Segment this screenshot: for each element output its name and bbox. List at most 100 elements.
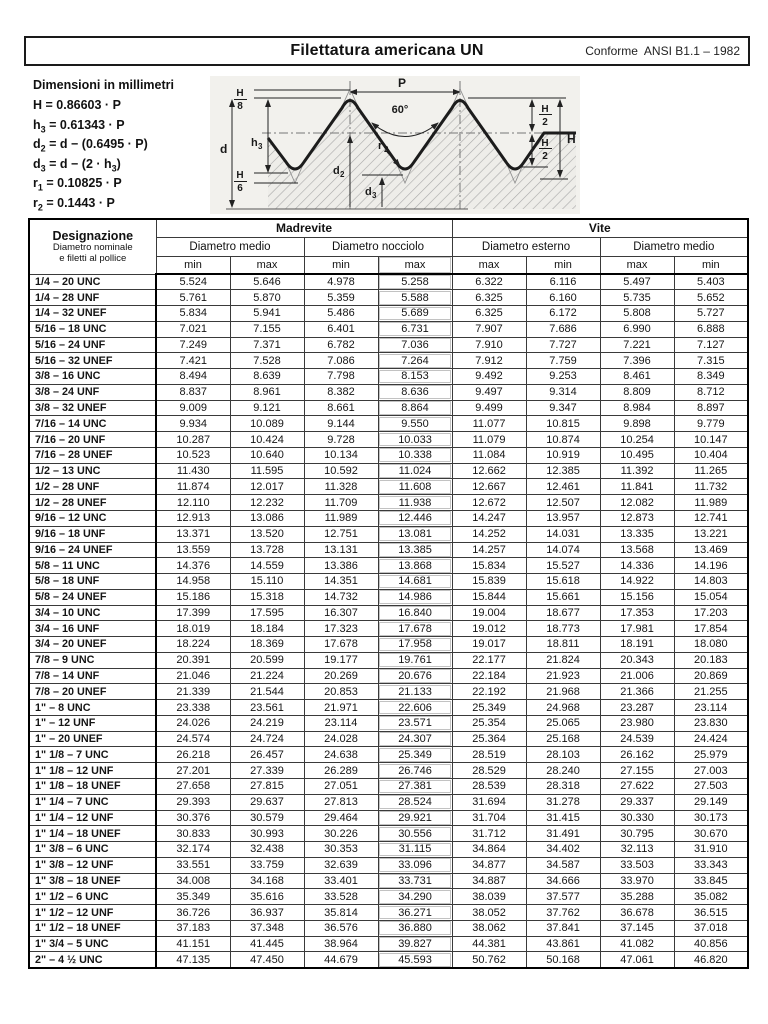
value-cell: 10.033 xyxy=(377,431,453,448)
madrevite-header: Madrevite xyxy=(155,218,453,238)
value-cell: 23.561 xyxy=(229,699,305,716)
value-cell: 14.196 xyxy=(673,557,749,575)
value-cell: 8.984 xyxy=(599,399,675,417)
value-cell: 12.232 xyxy=(229,494,305,511)
value-cell: 39.827 xyxy=(377,935,453,953)
value-cell: 11.874 xyxy=(155,478,231,496)
value-cell: 33.845 xyxy=(673,872,749,890)
value-cell: 13.081 xyxy=(377,525,453,543)
table-row: 1/4 – 28 UNF 5.761 5.870 5.359 5.588 6.325 6.1… xyxy=(28,289,749,307)
value-cell: 12.672 xyxy=(451,494,527,511)
value-cell: 25.354 xyxy=(451,714,527,732)
value-cell: 21.224 xyxy=(229,667,305,685)
value-cell: 33.528 xyxy=(303,888,379,906)
madrevite-nocciolo-header: Diametro nocciolo xyxy=(303,236,453,257)
value-cell: 14.351 xyxy=(303,573,379,590)
table-row: 3/8 – 24 UNF 8.837 8.961 8.382 8.636 9.497 9.3… xyxy=(28,383,749,401)
value-cell: 9.550 xyxy=(377,415,453,433)
value-cell: 31.712 xyxy=(451,825,527,843)
value-cell: 23.287 xyxy=(599,699,675,716)
value-cell: 30.556 xyxy=(377,825,453,843)
minmax-header: min xyxy=(673,255,749,275)
value-cell: 7.086 xyxy=(303,352,379,370)
value-cell: 4.978 xyxy=(303,273,379,291)
value-cell: 7.021 xyxy=(155,320,231,338)
value-cell: 11.328 xyxy=(303,478,379,496)
value-cell: 34.168 xyxy=(229,872,305,890)
thread-designation: 3/4 – 10 UNC xyxy=(28,604,157,622)
value-cell: 6.888 xyxy=(673,320,749,338)
value-cell: 33.343 xyxy=(673,856,749,874)
value-cell: 14.559 xyxy=(229,557,305,575)
value-cell: 33.401 xyxy=(303,872,379,890)
thread-designation: 5/8 – 11 UNC xyxy=(28,557,157,575)
thread-designation: 3/4 – 16 UNF xyxy=(28,620,157,638)
value-cell: 5.761 xyxy=(155,289,231,307)
d-label: d xyxy=(220,142,227,156)
value-cell: 32.174 xyxy=(155,841,231,858)
table-row: 1" 1/4 – 7 UNC 29.393 29.637 27.813 28.524 31… xyxy=(28,793,749,811)
value-cell: 7.315 xyxy=(673,352,749,370)
value-cell: 43.861 xyxy=(525,935,601,953)
table-row: 1/4 – 32 UNEF 5.834 5.941 5.486 5.689 6.325 6.… xyxy=(28,305,749,322)
value-cell: 8.961 xyxy=(229,383,305,401)
value-cell: 18.224 xyxy=(155,636,231,653)
minmax-header: min xyxy=(155,255,231,275)
h8-den: 8 xyxy=(237,101,243,112)
table-row: 5/16 – 24 UNF 7.249 7.371 6.782 7.036 7.910 7.… xyxy=(28,336,749,354)
value-cell: 8.809 xyxy=(599,383,675,401)
value-cell: 17.595 xyxy=(229,604,305,622)
thread-designation: 7/16 – 14 UNC xyxy=(28,415,157,433)
value-cell: 7.036 xyxy=(377,336,453,354)
thread-designation: 1" 3/8 – 6 UNC xyxy=(28,841,157,858)
value-cell: 12.667 xyxy=(451,478,527,496)
value-cell: 37.183 xyxy=(155,919,231,937)
value-cell: 29.637 xyxy=(229,793,305,811)
value-cell: 24.028 xyxy=(303,730,379,748)
value-cell: 24.307 xyxy=(377,730,453,748)
value-cell: 35.814 xyxy=(303,904,379,921)
table-row: 1" 1/2 – 6 UNC 35.349 35.616 33.528 34.290 38… xyxy=(28,888,749,906)
table-row: 1" 1/4 – 12 UNF 30.376 30.579 29.464 29.921 3… xyxy=(28,809,749,827)
value-cell: 30.579 xyxy=(229,809,305,827)
thread-designation: 1" 3/4 – 5 UNC xyxy=(28,935,157,953)
value-cell: 21.006 xyxy=(599,667,675,685)
value-cell: 12.751 xyxy=(303,525,379,543)
value-cell: 20.676 xyxy=(377,667,453,685)
thread-designation: 1" 1/4 – 18 UNEF xyxy=(28,825,157,843)
value-cell: 6.325 xyxy=(451,289,527,307)
value-cell: 9.347 xyxy=(525,399,601,417)
value-cell: 21.971 xyxy=(303,699,379,716)
value-cell: 40.856 xyxy=(673,935,749,953)
value-cell: 8.349 xyxy=(673,368,749,385)
table-row: 1/2 – 28 UNF 11.874 12.017 11.328 11.608 12.6… xyxy=(28,478,749,496)
value-cell: 12.082 xyxy=(599,494,675,511)
value-cell: 41.151 xyxy=(155,935,231,953)
value-cell: 35.082 xyxy=(673,888,749,906)
value-cell: 7.910 xyxy=(451,336,527,354)
minmax-header: max xyxy=(451,255,527,275)
value-cell: 8.153 xyxy=(377,368,453,385)
value-cell: 14.247 xyxy=(451,509,527,527)
value-cell: 36.937 xyxy=(229,904,305,921)
value-cell: 44.381 xyxy=(451,935,527,953)
value-cell: 8.639 xyxy=(229,368,305,385)
value-cell: 36.515 xyxy=(673,904,749,921)
value-cell: 25.349 xyxy=(451,699,527,716)
value-cell: 10.089 xyxy=(229,415,305,433)
value-cell: 32.113 xyxy=(599,841,675,858)
value-cell: 11.392 xyxy=(599,462,675,480)
value-cell: 41.082 xyxy=(599,935,675,953)
thread-designation: 9/16 – 12 UNC xyxy=(28,509,157,527)
value-cell: 11.732 xyxy=(673,478,749,496)
value-cell: 24.638 xyxy=(303,746,379,764)
value-cell: 37.018 xyxy=(673,919,749,937)
thread-designation: 5/8 – 24 UNEF xyxy=(28,588,157,606)
value-cell: 34.402 xyxy=(525,841,601,858)
table-row: 1" 3/8 – 12 UNF 33.551 33.759 32.639 33.096 3… xyxy=(28,856,749,874)
value-cell: 33.731 xyxy=(377,872,453,890)
table-row: 7/8 – 9 UNC 20.391 20.599 19.177 19.761 22.17… xyxy=(28,651,749,669)
value-cell: 25.979 xyxy=(673,746,749,764)
value-cell: 8.382 xyxy=(303,383,379,401)
value-cell: 9.492 xyxy=(451,368,527,385)
